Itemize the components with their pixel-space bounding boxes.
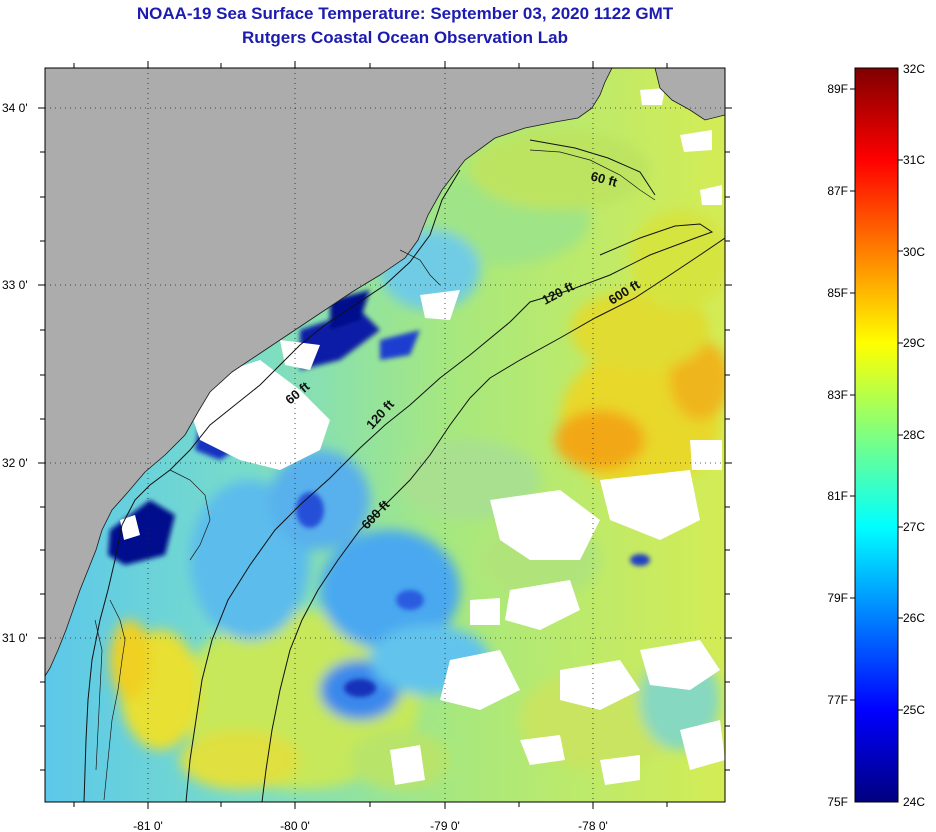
isobath-120ft [185, 223, 714, 802]
cb-c-30: 30C [903, 245, 925, 259]
lat-label-31: 31 0' [2, 631, 28, 645]
lon-label-81: -81 0' [133, 819, 163, 832]
isobath-60ft [83, 139, 656, 802]
cb-f-75: 75F [827, 795, 848, 809]
cb-c-31: 31C [903, 153, 925, 167]
map-title: NOAA-19 Sea Surface Temperature: Septemb… [136, 4, 674, 23]
cb-f-83: 83F [827, 388, 848, 402]
lat-label-34: 34 0' [2, 101, 28, 115]
map-ticks [38, 61, 732, 809]
lat-label-33: 33 0' [2, 278, 28, 292]
cb-c-32: 32C [903, 62, 925, 76]
cb-c-26: 26C [903, 611, 925, 625]
cloud-mask [120, 88, 725, 785]
cb-c-25: 25C [903, 703, 925, 717]
cb-f-77: 77F [827, 693, 848, 707]
map-area: 60 ft 60 ft 120 ft 120 ft 600 ft 600 ft [45, 68, 725, 802]
lat-label-32: 32 0' [2, 456, 28, 470]
colorbar-gradient [854, 67, 899, 803]
cb-f-89: 89F [827, 82, 848, 96]
colorbar-ticks [850, 88, 903, 711]
lon-label-79: -79 0' [430, 819, 460, 832]
lon-label-78: -78 0' [578, 819, 608, 832]
lon-label-80: -80 0' [280, 819, 310, 832]
graticule [45, 68, 725, 802]
cb-f-85: 85F [827, 286, 848, 300]
cb-f-87: 87F [827, 184, 848, 198]
map-subtitle: Rutgers Coastal Ocean Observation Lab [242, 28, 568, 47]
coastline-detail [94, 149, 656, 801]
cb-c-28: 28C [903, 428, 925, 442]
land-northeast [654, 68, 725, 121]
cb-c-29: 29C [903, 336, 925, 350]
cb-f-79: 79F [827, 591, 848, 605]
cb-c-27: 27C [903, 520, 925, 534]
land-mass [45, 68, 613, 677]
isobath-600ft [261, 237, 725, 802]
map-frame [44, 67, 726, 803]
cb-c-24: 24C [903, 795, 925, 809]
sst-colorbar: 32C 31C 30C 29C 28C 27C 26C 25C 24C 89F … [827, 62, 925, 809]
label-60ft-north: 60 ft [589, 168, 619, 190]
cb-f-81: 81F [827, 489, 848, 503]
